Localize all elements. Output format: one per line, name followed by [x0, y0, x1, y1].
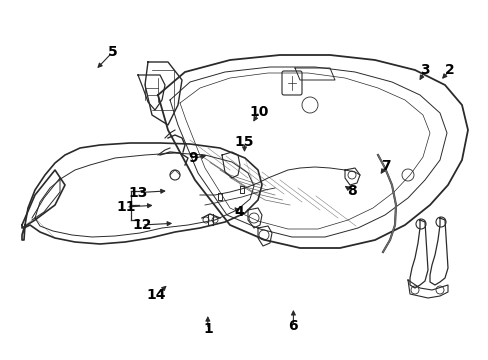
Text: 4: 4	[234, 206, 244, 219]
Text: 2: 2	[444, 63, 454, 77]
Text: 13: 13	[128, 186, 148, 199]
Text: 1: 1	[203, 323, 212, 336]
Text: 14: 14	[146, 288, 166, 302]
Text: 12: 12	[132, 218, 151, 232]
Text: 5: 5	[107, 45, 117, 59]
Text: 15: 15	[234, 135, 254, 149]
Text: 3: 3	[420, 63, 429, 77]
Text: 6: 6	[288, 319, 298, 333]
Text: 10: 10	[249, 105, 268, 118]
Text: 8: 8	[346, 184, 356, 198]
Text: 11: 11	[116, 200, 136, 214]
Text: 9: 9	[188, 152, 198, 165]
Text: 7: 7	[381, 159, 390, 172]
